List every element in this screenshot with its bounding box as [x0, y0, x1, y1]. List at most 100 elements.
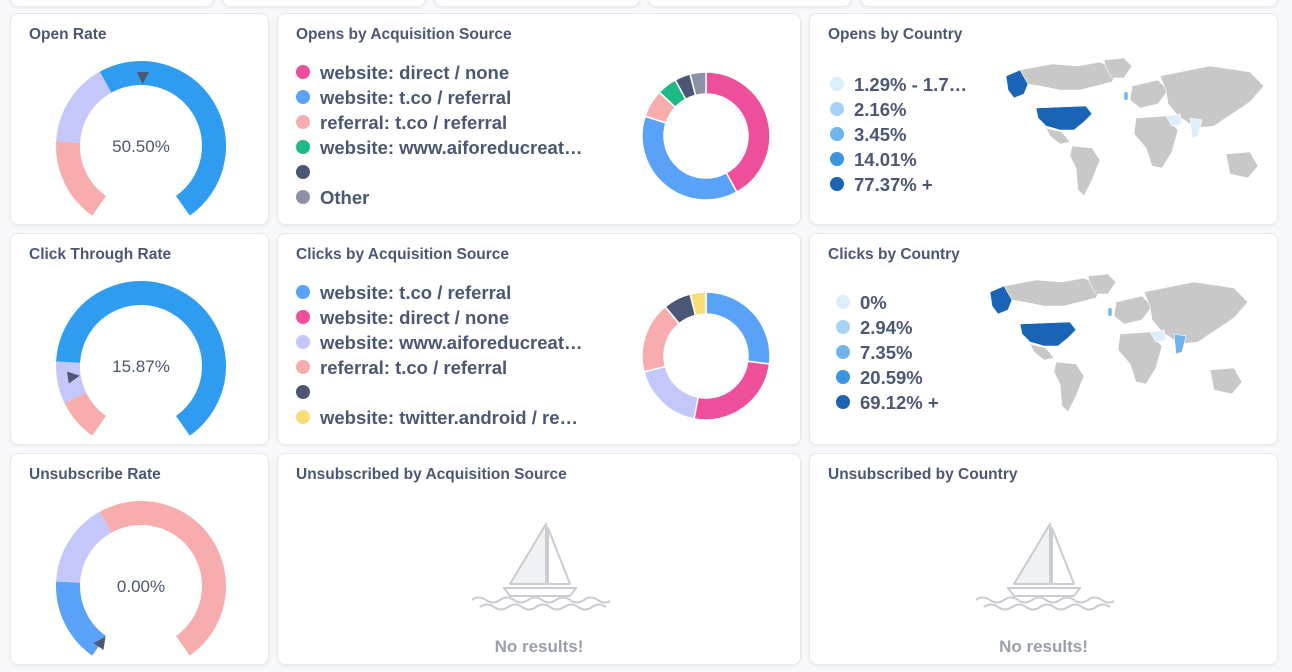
legend-dot — [830, 177, 844, 192]
donut-slice[interactable] — [693, 360, 771, 421]
map-region-europe[interactable] — [1129, 79, 1169, 109]
gauge-segment — [64, 392, 107, 436]
partial-card — [434, 0, 640, 7]
legend-item[interactable]: website: direct / none — [296, 60, 583, 85]
legend-dot — [296, 310, 310, 325]
legend-item[interactable]: Other — [296, 185, 583, 210]
card-title: Click Through Rate — [29, 246, 172, 263]
donut-slice[interactable] — [643, 365, 700, 420]
legend-item[interactable] — [296, 160, 583, 185]
clicks-by-source-card[interactable]: Clicks by Acquisition Source website: t.… — [277, 233, 801, 445]
legend-item[interactable]: 69.12% + — [836, 390, 939, 415]
card-title: Unsubscribed by Country — [828, 466, 1018, 483]
map-region-asia[interactable] — [1159, 65, 1265, 129]
empty-state-text: No results! — [494, 637, 584, 656]
map-region-alaska[interactable] — [989, 285, 1013, 315]
map-region-canada[interactable] — [1019, 61, 1119, 91]
map-region-usa[interactable] — [1019, 321, 1077, 347]
legend-dot — [836, 370, 850, 385]
donut-chart — [641, 291, 771, 421]
map-region-australia[interactable] — [1225, 151, 1259, 179]
map-region-middle-east[interactable] — [1165, 113, 1183, 127]
gauge-chart: 15.87% — [56, 281, 226, 436]
legend-item[interactable]: referral: t.co / referral — [296, 110, 583, 135]
legend-item[interactable]: website: t.co / referral — [296, 280, 583, 305]
map-region-uk[interactable] — [1123, 91, 1129, 101]
legend-item[interactable]: 3.45% — [830, 122, 967, 147]
legend-item[interactable]: website: direct / none — [296, 305, 583, 330]
world-map[interactable] — [1000, 56, 1270, 206]
map-region-canada[interactable] — [1003, 277, 1103, 307]
legend-item[interactable]: 20.59% — [836, 365, 939, 390]
gauge-pointer — [93, 636, 106, 651]
map-region-europe[interactable] — [1113, 295, 1153, 325]
map-region-usa[interactable] — [1035, 105, 1093, 131]
legend-item[interactable]: referral: t.co / referral — [296, 355, 583, 380]
legend: 0% 2.94% 7.35% 20.59% 69.12% + — [836, 290, 939, 415]
legend-item[interactable]: website: t.co / referral — [296, 85, 583, 110]
empty-state-text: No results! — [999, 637, 1088, 656]
map-region-greenland[interactable] — [1103, 57, 1133, 79]
map-region-australia[interactable] — [1209, 367, 1243, 395]
donut-slice[interactable] — [705, 291, 771, 365]
opens-by-country-card[interactable]: Opens by Country 1.29% - 1.7… 2.16% 3.45… — [809, 13, 1278, 225]
map-region-asia[interactable] — [1143, 281, 1249, 345]
map-region-mexico[interactable] — [1045, 127, 1071, 145]
gauge-segment — [56, 281, 226, 436]
legend-dot — [296, 385, 310, 400]
legend-item[interactable]: website: www.aiforeducreat… — [296, 330, 583, 355]
legend-dot — [836, 395, 850, 410]
gauge-value-label: 15.87% — [112, 357, 170, 376]
legend-item[interactable]: 2.16% — [830, 97, 967, 122]
partial-card — [860, 0, 1278, 7]
legend-item[interactable] — [296, 380, 583, 405]
legend-dot — [830, 152, 844, 167]
map-region-greenland[interactable] — [1087, 273, 1117, 295]
legend-dot — [296, 335, 310, 350]
donut-slice[interactable] — [689, 291, 707, 317]
gauge-segment — [56, 581, 107, 656]
clicks-by-country-card[interactable]: Clicks by Country 0% 2.94% 7.35% 20.59% … — [809, 233, 1278, 445]
map-region-middle-east[interactable] — [1149, 329, 1167, 343]
donut-slice[interactable] — [689, 71, 707, 97]
click-through-rate-card[interactable]: Click Through Rate 15.87% — [10, 233, 269, 445]
gauge-chart: 50.50% — [56, 61, 227, 216]
legend: website: direct / none website: t.co / r… — [296, 60, 583, 210]
legend-item[interactable]: 77.37% + — [830, 172, 967, 197]
unsubscribed-by-source-card[interactable]: Unsubscribed by Acquisition Source No re… — [277, 453, 801, 665]
legend-item[interactable]: 14.01% — [830, 147, 967, 172]
legend-item[interactable]: 1.29% - 1.7… — [830, 72, 967, 97]
legend-item[interactable]: website: twitter.android / re… — [296, 405, 583, 430]
gauge-chart: 0.00% — [56, 501, 227, 656]
legend-dot — [296, 90, 310, 105]
map-region-uk[interactable] — [1107, 307, 1113, 317]
open-rate-card[interactable]: Open Rate 50.50% — [10, 13, 269, 225]
card-title: Opens by Acquisition Source — [296, 26, 512, 43]
legend-item[interactable]: website: www.aiforeducreat… — [296, 135, 583, 160]
legend-item[interactable]: 2.94% — [836, 315, 939, 340]
map-region-south-america[interactable] — [1069, 145, 1101, 197]
legend-item[interactable]: 0% — [836, 290, 939, 315]
unsubscribed-by-country-card[interactable]: Unsubscribed by Country No results! — [809, 453, 1278, 665]
partial-card — [10, 0, 214, 7]
donut-chart — [641, 71, 771, 201]
gauge-pointer — [66, 371, 80, 384]
map-region-india[interactable] — [1173, 333, 1187, 355]
legend-dot — [296, 190, 310, 205]
world-map[interactable] — [984, 272, 1254, 422]
card-title: Unsubscribed by Acquisition Source — [296, 466, 567, 483]
donut-slice[interactable] — [641, 115, 738, 201]
map-region-alaska[interactable] — [1005, 69, 1029, 99]
opens-by-source-card[interactable]: Opens by Acquisition Source website: dir… — [277, 13, 801, 225]
legend-dot — [296, 65, 310, 80]
gauge-segment — [99, 501, 227, 656]
unsubscribe-rate-card[interactable]: Unsubscribe Rate 0.00% — [10, 453, 269, 665]
legend-dot — [296, 360, 310, 375]
legend-item[interactable]: 7.35% — [836, 340, 939, 365]
map-region-south-america[interactable] — [1053, 361, 1085, 413]
donut-slice[interactable] — [705, 71, 771, 194]
legend-dot — [296, 115, 310, 130]
card-title: Opens by Country — [828, 26, 963, 43]
map-region-mexico[interactable] — [1029, 343, 1055, 361]
map-region-india[interactable] — [1189, 117, 1203, 139]
